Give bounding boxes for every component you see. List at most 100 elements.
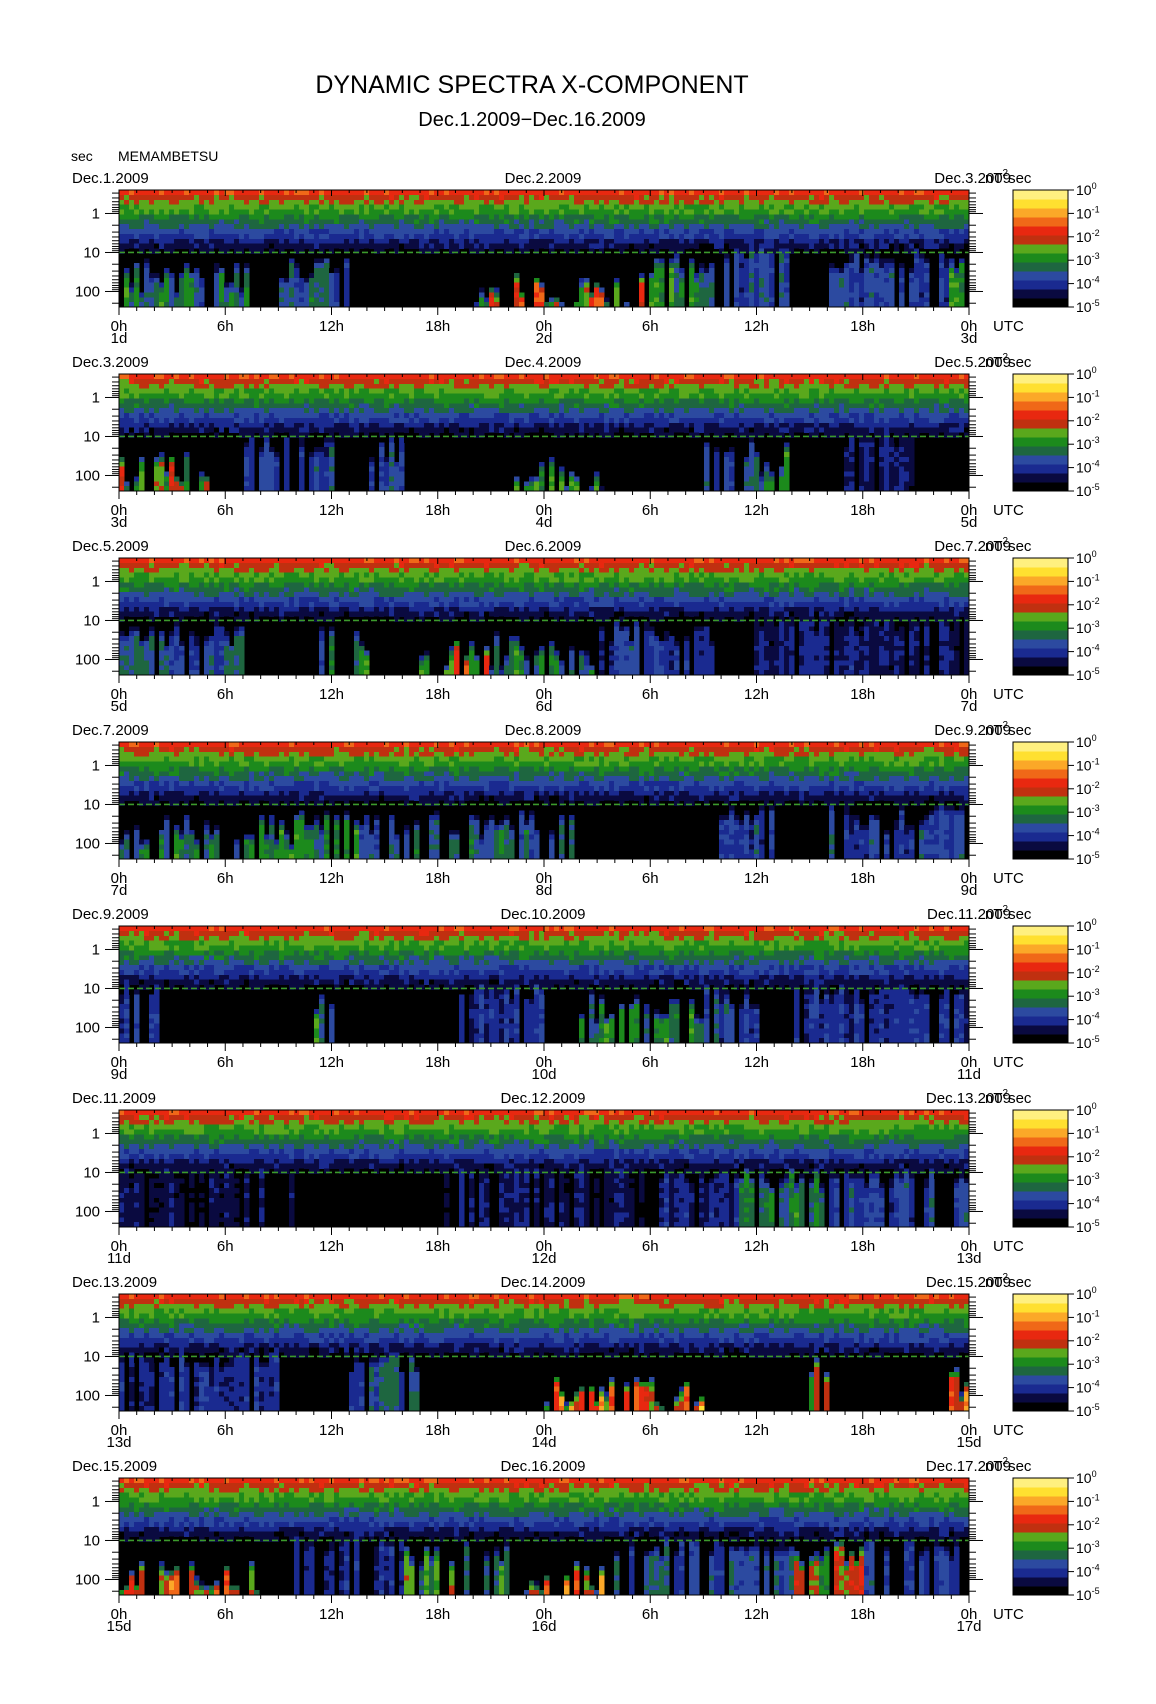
spectrogram-cell	[144, 417, 150, 424]
spectrogram-cell	[134, 268, 140, 274]
spectrogram-cell	[924, 292, 930, 298]
spectrogram-cell	[289, 219, 295, 225]
spectrogram-cell	[334, 403, 340, 409]
spectrogram-cell	[119, 408, 125, 414]
spectrogram-cell	[314, 229, 320, 235]
spectrogram-cell	[834, 297, 840, 303]
spectrogram-cell	[439, 413, 445, 419]
spectrogram-cell	[294, 302, 300, 308]
spectrogram-cell	[739, 190, 745, 196]
spectrogram-cell	[479, 229, 485, 235]
spectrogram-cell	[784, 248, 790, 254]
spectrogram-cell	[159, 432, 165, 438]
spectrogram-cell	[559, 233, 565, 240]
spectrogram-cell	[779, 214, 785, 220]
spectrogram-cell	[634, 422, 640, 429]
spectrogram-cell	[654, 190, 660, 196]
spectrogram-cell	[129, 408, 135, 414]
spectrogram-cell	[624, 190, 630, 196]
spectrogram-cell	[634, 398, 640, 404]
spectrogram-cell	[399, 199, 405, 206]
spectrogram-cell	[764, 302, 770, 308]
spectrogram-cell	[289, 224, 295, 230]
spectrogram-cell	[954, 297, 960, 303]
spectrogram-cell	[329, 432, 335, 438]
spectrogram-cell	[749, 229, 755, 235]
spectrogram-cell	[419, 233, 425, 240]
spectrogram-cell	[649, 287, 655, 293]
spectrogram-cell	[169, 481, 175, 487]
spectrogram-cell	[619, 427, 625, 434]
spectrogram-cell	[384, 422, 390, 429]
spectrogram-cell	[304, 277, 310, 284]
spectrogram-cell	[124, 437, 130, 443]
spectrogram-cell	[264, 253, 270, 259]
spectrogram-cell	[669, 292, 675, 298]
spectrogram-cell	[274, 190, 280, 196]
spectrogram-cell	[399, 437, 405, 443]
spectrogram-cell	[839, 268, 845, 274]
spectrogram-cell	[849, 238, 855, 245]
spectrogram-cell	[239, 233, 245, 240]
spectrogram-cell	[319, 471, 325, 477]
spectrogram-cell	[159, 233, 165, 240]
spectrogram-cell	[124, 214, 130, 220]
spectrogram-cell	[674, 432, 680, 438]
spectrogram-cell	[379, 398, 385, 404]
spectrogram-cell	[134, 248, 140, 254]
spectrogram-cell	[149, 297, 155, 303]
spectrogram-cell	[454, 393, 460, 399]
spectrogram-cell	[504, 238, 510, 245]
spectrogram-cell	[484, 437, 490, 443]
spectrogram-cell	[674, 302, 680, 308]
spectrogram-cell	[749, 292, 755, 298]
spectrogram-cell	[594, 229, 600, 235]
spectrogram-cell	[399, 383, 405, 390]
spectrogram-cell	[789, 194, 795, 201]
spectrogram-cell	[209, 408, 215, 414]
spectrogram-cell	[594, 302, 600, 308]
spectrogram-cell	[514, 190, 520, 196]
spectrogram-cell	[169, 224, 175, 230]
spectrogram-cell	[724, 268, 730, 274]
spectrogram-cell	[584, 403, 590, 409]
spectrogram-cell	[584, 437, 590, 443]
spectrogram-cell	[364, 209, 370, 215]
spectrogram-cell	[634, 427, 640, 434]
spectrogram-cell	[734, 199, 740, 206]
spectrogram-cell	[839, 233, 845, 240]
spectrogram-cell	[379, 248, 385, 254]
spectrogram-cell	[669, 194, 675, 201]
spectrogram-cell	[454, 238, 460, 245]
spectrogram-cell	[659, 422, 665, 429]
spectrogram-cell	[659, 258, 665, 264]
spectrogram-cell	[179, 403, 185, 409]
spectrogram-cell	[169, 413, 175, 419]
spectrogram-cell	[619, 243, 625, 250]
spectrogram-cell	[489, 190, 495, 196]
spectrogram-cell	[309, 476, 315, 482]
spectrogram-cell	[684, 224, 690, 230]
spectrogram-cell	[484, 383, 490, 390]
spectrogram-cell	[544, 199, 550, 206]
spectrogram-cell	[314, 447, 320, 453]
spectrogram-cell	[709, 194, 715, 201]
spectrogram-cell	[244, 229, 250, 235]
spectrogram-cell	[759, 258, 765, 264]
spectrogram-cell	[434, 209, 440, 215]
spectrogram-cell	[189, 292, 195, 298]
colorbar-tick-exponent: -2	[1092, 228, 1100, 238]
spectrogram-cell	[644, 219, 650, 225]
spectrogram-cell	[369, 204, 375, 211]
spectrogram-cell	[659, 199, 665, 206]
spectrogram-cell	[289, 238, 295, 245]
spectrogram-cell	[699, 233, 705, 240]
spectrogram-cell	[634, 229, 640, 235]
spectrogram-cell	[294, 248, 300, 254]
spectrogram-cell	[324, 466, 330, 473]
spectrogram-cell	[599, 204, 605, 211]
spectrogram-cell	[699, 302, 705, 308]
spectrogram-cell	[169, 388, 175, 395]
spectrogram-cell	[794, 238, 800, 245]
spectrogram-cell	[784, 219, 790, 225]
